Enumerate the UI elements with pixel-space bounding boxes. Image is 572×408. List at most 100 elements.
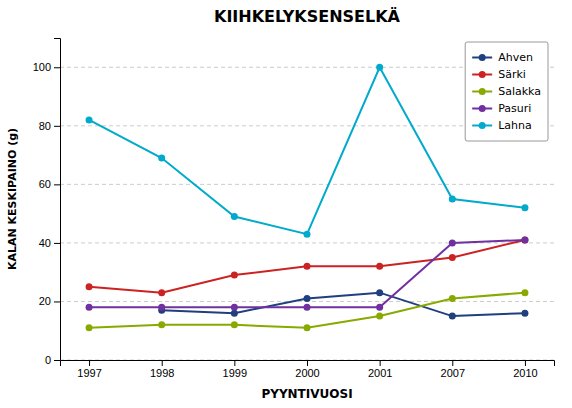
series-layer <box>86 64 529 332</box>
point <box>231 213 238 220</box>
x-tick: 2010 <box>513 360 537 379</box>
point <box>158 289 165 296</box>
point <box>86 283 93 290</box>
x-tick: 1998 <box>150 360 174 379</box>
y-tick-label: 60 <box>39 178 51 190</box>
x-tick-mark <box>89 360 90 366</box>
point <box>158 321 165 328</box>
x-tick: 2000 <box>295 360 319 379</box>
point <box>449 254 456 261</box>
plot: 1997 1998 1999 2000 2001 2007 2010 0 20 40 60 80 100… <box>33 39 555 379</box>
point <box>521 310 528 317</box>
legend-swatch-marker <box>479 122 486 129</box>
legend: Ahven Särki Salakka Pasuri Lahna <box>465 42 548 141</box>
y-tick-mark <box>54 243 60 244</box>
legend-swatch-marker <box>479 54 486 61</box>
series-line <box>89 67 525 234</box>
chart: 1997 1998 1999 2000 2001 2007 2010 0 20 40 60 80 100… <box>0 0 572 408</box>
x-tick: 1999 <box>223 360 247 379</box>
legend-item: Ahven <box>472 51 533 64</box>
legend-item: Pasuri <box>472 102 531 115</box>
x-tick: 2001 <box>368 360 392 379</box>
legend-label: Ahven <box>498 51 533 64</box>
x-axis-title: PYYNTIVUOSI <box>261 387 352 401</box>
point <box>304 231 311 238</box>
series <box>86 64 529 238</box>
point <box>304 304 311 311</box>
point <box>449 313 456 320</box>
y-tick: 80 <box>39 120 60 132</box>
x-axis: 1997 1998 1999 2000 2001 2007 2010 <box>61 360 555 379</box>
y-tick: 100 <box>33 61 60 73</box>
y-axis-line <box>54 39 61 361</box>
point <box>376 263 383 270</box>
point <box>449 196 456 203</box>
point <box>86 304 93 311</box>
x-tick-mark <box>525 360 526 366</box>
point <box>304 324 311 331</box>
y-tick: 60 <box>39 178 60 190</box>
title: KIIHKELYKSENSELKÄ <box>214 7 401 26</box>
x-tick: 1997 <box>77 360 101 379</box>
point <box>521 204 528 211</box>
point <box>521 236 528 243</box>
point <box>449 239 456 246</box>
point <box>521 236 528 243</box>
legend-item: Salakka <box>472 85 541 98</box>
series <box>86 236 529 310</box>
x-tick-mark <box>452 360 453 366</box>
x-tick-label: 1997 <box>77 367 101 379</box>
point <box>449 295 456 302</box>
legend-label: Särki <box>498 68 526 81</box>
y-tick-mark <box>54 301 60 302</box>
y-axis-title: KALAN KESKIPAINO (g) <box>6 128 19 270</box>
legend-label: Salakka <box>498 85 541 98</box>
series <box>86 289 529 331</box>
y-tick-mark <box>54 360 60 361</box>
y-tick-label: 20 <box>39 295 51 307</box>
x-tick-mark <box>380 360 381 366</box>
legend-box <box>465 42 548 141</box>
y-tick-mark <box>54 126 60 127</box>
y-tick: 20 <box>39 295 60 307</box>
legend-label: Pasuri <box>498 102 531 115</box>
series <box>158 289 528 319</box>
point <box>376 64 383 71</box>
x-axis-line <box>61 361 555 367</box>
legend-label: Lahna <box>498 119 532 132</box>
y-tick: 40 <box>39 237 60 249</box>
y-axis: 0 20 40 60 80 100 <box>33 39 61 367</box>
point <box>158 155 165 162</box>
point <box>231 321 238 328</box>
legend-swatch-marker <box>479 105 486 112</box>
point <box>376 313 383 320</box>
x-tick-label: 1999 <box>223 367 247 379</box>
y-tick-label: 40 <box>39 237 51 249</box>
legend-item: Särki <box>472 68 526 81</box>
point <box>231 272 238 279</box>
x-tick-label: 1998 <box>150 367 174 379</box>
y-tick-mark <box>54 67 60 68</box>
grid-line <box>60 184 554 185</box>
point <box>376 304 383 311</box>
point <box>231 304 238 311</box>
x-tick-label: 2000 <box>295 367 319 379</box>
point <box>376 289 383 296</box>
series <box>86 236 529 296</box>
point <box>304 295 311 302</box>
point <box>86 116 93 123</box>
y-tick-label: 80 <box>39 120 51 132</box>
x-tick: 2007 <box>441 360 465 379</box>
y-tick-label: 0 <box>45 354 51 366</box>
y-tick-label: 100 <box>33 61 51 73</box>
series-line <box>89 293 525 328</box>
legend-swatch-marker <box>479 71 486 78</box>
legend-swatch-marker <box>479 88 486 95</box>
y-tick-mark <box>54 184 60 185</box>
legend-item: Lahna <box>472 119 532 132</box>
point <box>158 304 165 311</box>
y-tick: 0 <box>45 354 60 366</box>
x-tick-mark <box>234 360 235 366</box>
x-tick-mark <box>307 360 308 366</box>
series-line <box>89 240 525 293</box>
